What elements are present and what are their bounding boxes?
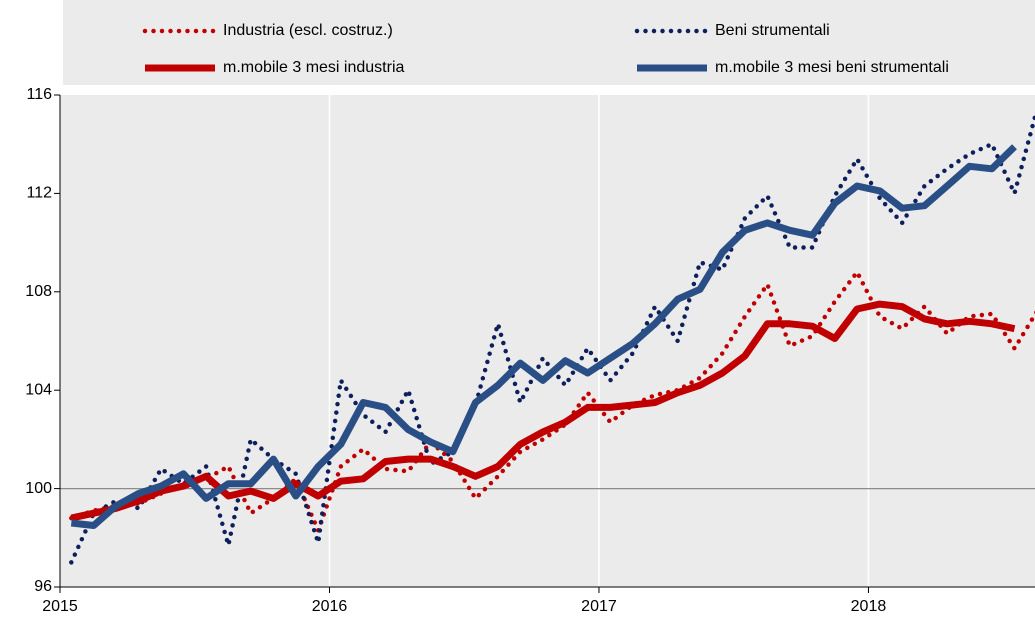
x-tick-label: 2018 bbox=[851, 598, 887, 615]
legend-label: Beni strumentali bbox=[715, 22, 830, 39]
legend-label: Industria (escl. costruz.) bbox=[223, 22, 393, 39]
legend-label: m.mobile 3 mesi beni strumentali bbox=[715, 59, 949, 76]
legend-background bbox=[63, 0, 1035, 85]
y-tick-label: 108 bbox=[25, 283, 52, 300]
series-line bbox=[70, 300, 1016, 522]
y-tick-label: 96 bbox=[34, 578, 52, 595]
legend-label: m.mobile 3 mesi industria bbox=[223, 59, 405, 76]
plot-background bbox=[60, 95, 1035, 587]
y-tick-label: 112 bbox=[26, 185, 52, 202]
series-line bbox=[70, 144, 1017, 529]
x-tick-label: 2016 bbox=[312, 598, 348, 615]
y-tick-label: 116 bbox=[26, 86, 52, 103]
x-tick-label: 2015 bbox=[42, 598, 78, 615]
x-tick-label: 2017 bbox=[581, 598, 617, 615]
y-tick-label: 104 bbox=[25, 381, 52, 398]
y-tick-label: 100 bbox=[25, 480, 52, 497]
